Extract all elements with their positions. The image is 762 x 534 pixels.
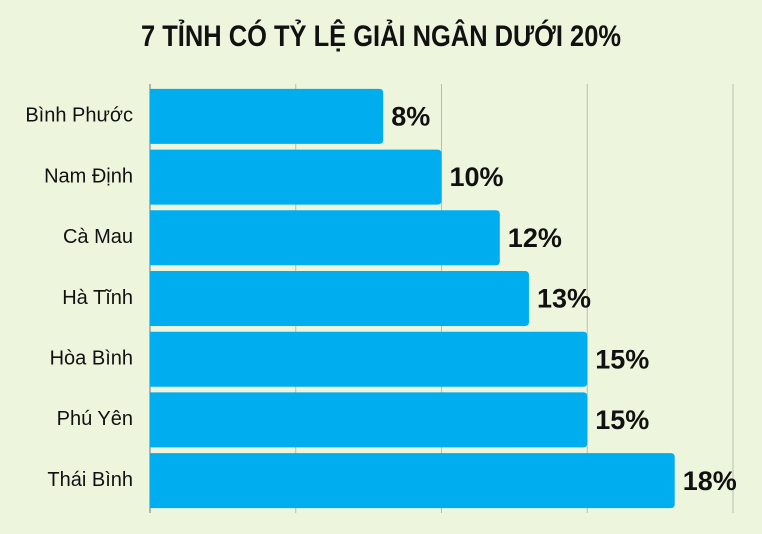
value-label: 10% [450, 162, 504, 192]
value-label: 18% [683, 466, 737, 496]
value-label: 15% [595, 405, 649, 435]
bar [150, 88, 384, 144]
y-tick-label: Thái Bình [47, 469, 133, 491]
value-label: 8% [391, 101, 430, 131]
chart-title: 7 TỈNH CÓ TỶ LỆ GIẢI NGÂN DƯỚI 20% [141, 19, 621, 53]
y-tick-label: Bình Phước [25, 105, 133, 127]
y-tick-label: Cà Mau [63, 226, 133, 248]
bar [150, 149, 442, 205]
y-tick-label: Phú Yên [57, 408, 133, 430]
bar [150, 453, 675, 509]
value-label: 15% [595, 344, 649, 374]
bar [150, 210, 500, 266]
value-label: 12% [508, 223, 562, 253]
bar [150, 271, 529, 326]
y-tick-label: Nam Định [44, 165, 133, 187]
y-tick-label: Hà Tĩnh [62, 287, 133, 309]
y-tick-label: Hòa Bình [50, 347, 133, 369]
bar [150, 331, 588, 387]
bar [150, 392, 588, 448]
value-label: 13% [537, 284, 591, 314]
